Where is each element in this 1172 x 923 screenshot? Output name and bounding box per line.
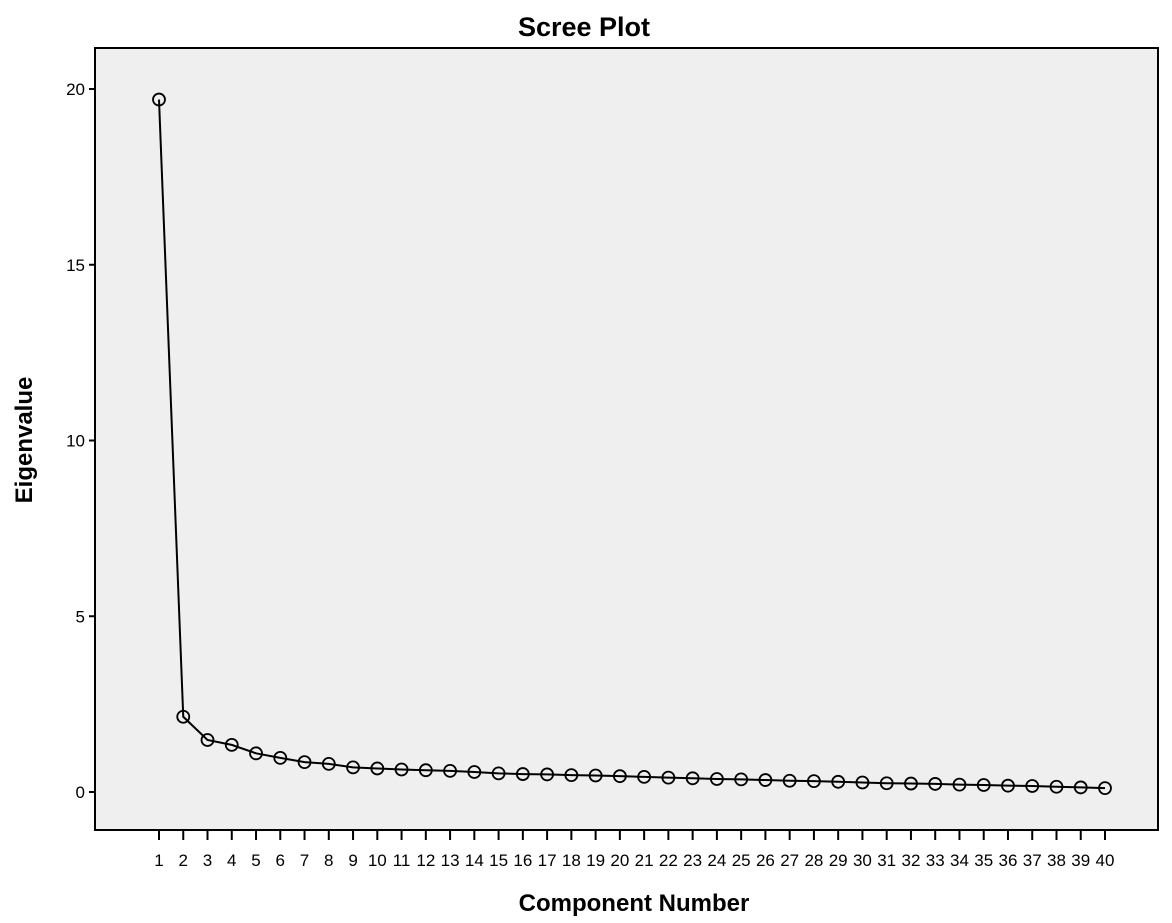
data-point xyxy=(467,765,482,779)
data-point xyxy=(321,756,336,771)
data-point xyxy=(394,762,409,777)
x-tick-label: 36 xyxy=(999,851,1018,870)
data-point xyxy=(928,777,943,791)
data-point xyxy=(249,746,263,761)
x-tick-label: 9 xyxy=(348,851,357,870)
data-point xyxy=(855,775,870,790)
x-tick-label: 13 xyxy=(441,851,460,870)
x-tick-label: 18 xyxy=(562,851,581,870)
x-tick-label: 5 xyxy=(251,851,260,870)
data-point xyxy=(273,751,288,765)
x-tick-label: 20 xyxy=(610,851,629,870)
data-point xyxy=(782,773,797,788)
data-point xyxy=(152,92,166,107)
x-axis-label: Component Number xyxy=(519,890,750,917)
x-tick-label: 2 xyxy=(179,851,188,870)
x-tick-label: 8 xyxy=(324,851,333,870)
y-tick-label: 15 xyxy=(66,256,85,275)
y-axis-label: Eigenvalue xyxy=(11,377,38,504)
x-tick-label: 22 xyxy=(659,851,678,870)
x-tick-label: 29 xyxy=(829,851,848,870)
data-point xyxy=(807,774,821,789)
x-tick-label: 37 xyxy=(1023,851,1042,870)
x-tick-label: 39 xyxy=(1071,851,1090,870)
x-tick-label: 30 xyxy=(853,851,872,870)
data-point xyxy=(443,764,457,778)
x-tick-label: 33 xyxy=(926,851,945,870)
series-line xyxy=(158,99,1106,790)
data-point xyxy=(612,769,627,784)
data-point xyxy=(1049,779,1064,794)
chart-title: Scree Plot xyxy=(518,12,650,42)
data-point xyxy=(588,768,603,783)
data-point xyxy=(1098,781,1112,796)
data-point xyxy=(709,772,724,786)
x-tick-label: 6 xyxy=(276,851,285,870)
y-tick-label: 0 xyxy=(76,783,85,802)
data-point xyxy=(1025,779,1040,793)
x-tick-label: 10 xyxy=(368,851,387,870)
x-tick-label: 12 xyxy=(416,851,435,870)
data-point xyxy=(370,761,385,776)
data-point xyxy=(637,769,652,784)
x-tick-label: 32 xyxy=(901,851,920,870)
data-point xyxy=(1001,778,1015,793)
data-point xyxy=(200,733,215,747)
data-point xyxy=(685,771,700,786)
x-tick-label: 17 xyxy=(538,851,557,870)
data-point xyxy=(1073,780,1088,795)
data-point xyxy=(418,763,433,778)
data-point xyxy=(346,760,360,775)
x-tick-label: 16 xyxy=(513,851,532,870)
x-tick-label: 28 xyxy=(804,851,823,870)
x-tick-label: 40 xyxy=(1096,851,1115,870)
data-point xyxy=(831,774,846,789)
data-point xyxy=(564,768,579,783)
y-tick-label: 10 xyxy=(66,432,85,451)
y-axis: 0 5 10 15 20 xyxy=(66,80,95,802)
data-point xyxy=(540,767,555,782)
x-tick-label: 24 xyxy=(707,851,726,870)
x-tick-label: 1 xyxy=(154,851,163,870)
x-tick-label: 15 xyxy=(489,851,508,870)
y-tick-label: 5 xyxy=(76,607,85,626)
data-point xyxy=(224,737,239,752)
x-tick-label: 21 xyxy=(635,851,654,870)
x-tick-label: 11 xyxy=(393,851,411,870)
x-tick-label: 35 xyxy=(974,851,993,870)
x-tick-label: 38 xyxy=(1047,851,1066,870)
data-point xyxy=(758,773,773,787)
x-axis: 1 2 3 4 5 6 7 8 9 10 11 12 13 14 15 16 17 18 19 20 21 22 23 24 2… xyxy=(154,830,1114,870)
x-tick-label: 4 xyxy=(227,851,236,870)
data-point xyxy=(297,755,312,770)
data-point xyxy=(976,778,991,792)
data-point xyxy=(176,709,191,724)
data-point xyxy=(491,766,506,781)
x-tick-label: 31 xyxy=(877,851,896,870)
x-tick-label: 7 xyxy=(300,851,309,870)
data-point xyxy=(879,776,894,791)
x-tick-label: 26 xyxy=(756,851,775,870)
data-point xyxy=(515,767,530,781)
x-tick-label: 25 xyxy=(732,851,751,870)
data-markers xyxy=(152,92,1112,796)
x-tick-label: 19 xyxy=(586,851,605,870)
plot-area xyxy=(94,47,1159,831)
x-tick-label: 23 xyxy=(683,851,702,870)
data-point xyxy=(952,777,967,792)
x-tick-label: 34 xyxy=(950,851,969,870)
data-point xyxy=(734,772,749,787)
data-point xyxy=(661,770,676,785)
x-tick-label: 27 xyxy=(780,851,799,870)
x-tick-label: 14 xyxy=(465,851,484,870)
x-tick-label: 3 xyxy=(203,851,212,870)
data-point xyxy=(904,776,918,791)
y-tick-label: 20 xyxy=(66,80,85,99)
